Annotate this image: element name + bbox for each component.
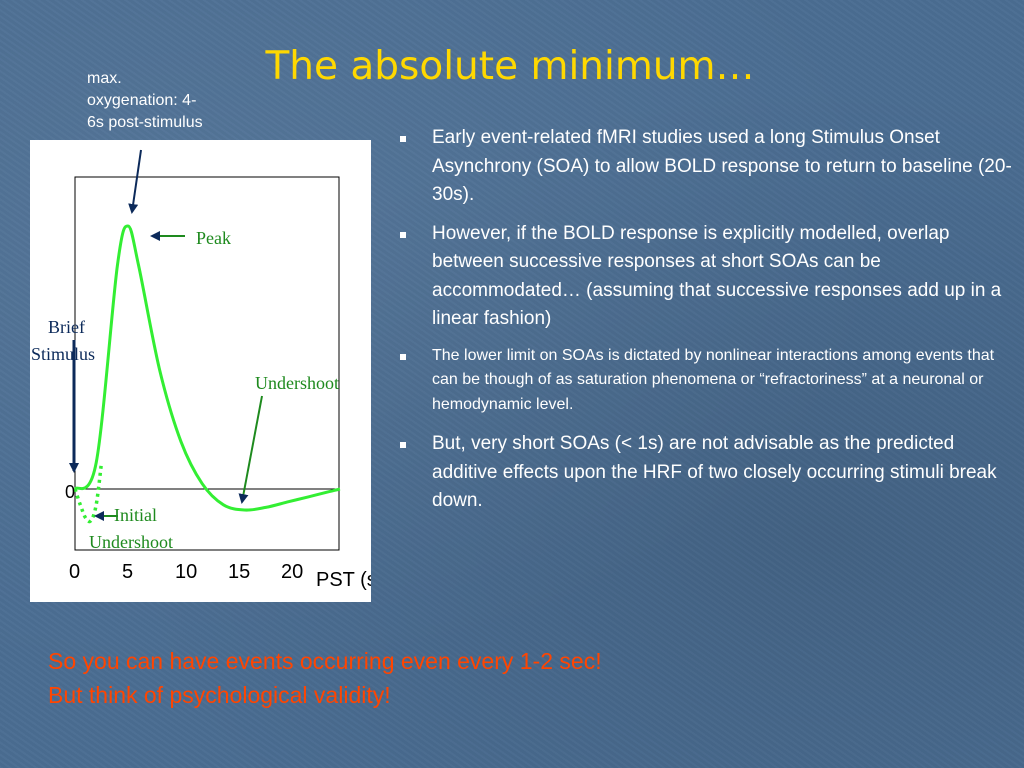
hrf-chart: 0 5 10 15 20 0 PST (s) Peak Brief Stimulus U… [31,149,383,591]
bullet-item: Early event-related fMRI studies used a … [395,124,1020,210]
bullet-item: However, if the BOLD response is explici… [395,220,1020,334]
y-tick-label: 0 [65,482,75,502]
bullet-text: However, if the BOLD response is explici… [432,222,1002,330]
brief-stimulus-label: Brief Stimulus [31,317,95,364]
initial-undershoot-line: Initial [114,505,157,525]
footer-note: So you can have events occurring even ev… [48,644,948,712]
max-oxygenation-arrow [128,149,142,214]
hrf-figure: 0 5 10 15 20 0 PST (s) Peak Brief Stimulus U… [30,140,383,602]
x-tick-label: 15 [228,561,250,583]
footer-line: But think of psychological validity! [48,682,391,708]
bullet-text: The lower limit on SOAs is dictated by n… [432,346,995,413]
bullet-text: Early event-related fMRI studies used a … [432,127,1012,205]
initial-dip-curve [73,462,104,524]
bullet-item: But, very short SOAs (< 1s) are not advi… [395,430,1020,516]
initial-undershoot-line: Undershoot [89,532,173,552]
max-oxygenation-note: max. oxygenation: 4- 6s post-stimulus [87,68,247,134]
undershoot-label: Undershoot [255,373,339,393]
bullet-list: Early event-related fMRI studies used a … [395,124,1020,526]
hrf-curve [73,224,341,512]
bullet-marker [400,231,406,238]
note-line: 6s post-stimulus [87,114,203,131]
x-axis-label: PST (s) [316,569,371,591]
bullet-text: But, very short SOAs (< 1s) are not advi… [432,433,997,511]
bullet-marker [400,353,406,360]
bullet-item: The lower limit on SOAs is dictated by n… [395,344,1020,418]
footer-line: So you can have events occurring even ev… [48,648,602,674]
note-line: oxygenation: 4- [87,92,197,109]
x-ticks: 0 5 10 15 20 [69,561,303,583]
bullet-marker [400,442,406,448]
peak-label: Peak [196,228,231,248]
x-tick-label: 20 [281,561,303,583]
undershoot-arrow [238,395,263,504]
slide-title: The absolute minimum… [265,44,755,89]
x-tick-label: 5 [122,561,133,583]
x-tick-label: 0 [69,561,80,583]
brief-stimulus-line: Stimulus [31,344,95,364]
note-line: max. [87,70,122,87]
x-tick-label: 10 [175,561,197,583]
initial-undershoot-label: Initial Undershoot [89,505,173,552]
curves [73,224,341,524]
bullet-marker [400,136,406,142]
brief-stimulus-line: Brief [48,317,85,337]
